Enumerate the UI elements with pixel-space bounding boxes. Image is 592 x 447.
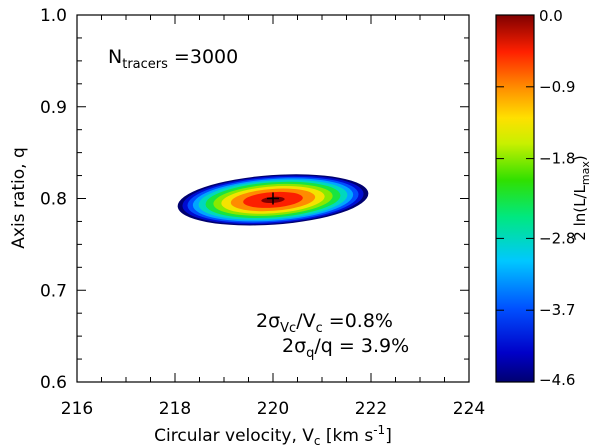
peak-marker (267, 192, 279, 205)
ntracers-annotation: Ntracers =3000 (108, 46, 238, 72)
x-tick-label: 216 (61, 399, 93, 419)
colorbar-tick-label: 0.0 (539, 7, 563, 25)
colorbar-tick-label: −4.6 (539, 371, 575, 389)
y-tick-label: 0.8 (40, 190, 67, 210)
x-axis-label: Circular velocity, Vc [km s-1] (154, 423, 392, 447)
y-tick-label: 1.0 (40, 6, 67, 26)
plot-frame (76, 14, 470, 383)
plot-area (76, 14, 470, 383)
sigma-vc-annotation: 2σVc/Vc =0.8% (256, 310, 393, 336)
colorbar-tick-label: −2.8 (539, 229, 575, 247)
y-tick-labels: 0.6 0.7 0.8 0.9 1.0 (40, 6, 67, 393)
x-tick-label: 224 (453, 399, 485, 419)
sigma-q-annotation: 2σq/q = 3.9% (282, 335, 409, 361)
colorbar-tick-labels: 0.0 −0.9 −1.8 −2.8 −3.7 −4.6 (539, 7, 575, 389)
colorbar-label: 2 ln(L/Lmax) (571, 155, 592, 240)
colorbar-tick-label: −3.7 (539, 301, 575, 319)
colorbar: 0.0 −0.9 −1.8 −2.8 −3.7 −4.6 2 ln(L/Lmax) (495, 7, 592, 389)
y-tick-label: 0.9 (40, 98, 67, 118)
colorbar-frame (495, 14, 535, 383)
x-tick-label: 218 (159, 399, 191, 419)
x-tick-labels: 216 218 220 222 224 (61, 399, 485, 419)
y-axis-label: Axis ratio, q (9, 147, 29, 248)
y-tick-label: 0.6 (40, 373, 67, 393)
y-tick-label: 0.7 (40, 281, 67, 301)
x-tick-label: 222 (355, 399, 387, 419)
colorbar-tick-label: −1.8 (539, 150, 575, 168)
x-tick-label: 220 (257, 399, 289, 419)
colorbar-gradient (496, 15, 534, 382)
colorbar-tick-label: −0.9 (539, 78, 575, 96)
